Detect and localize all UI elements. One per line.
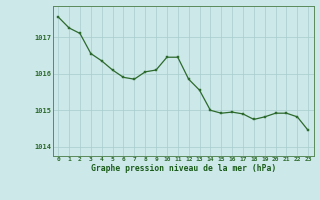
X-axis label: Graphe pression niveau de la mer (hPa): Graphe pression niveau de la mer (hPa) <box>91 164 276 173</box>
